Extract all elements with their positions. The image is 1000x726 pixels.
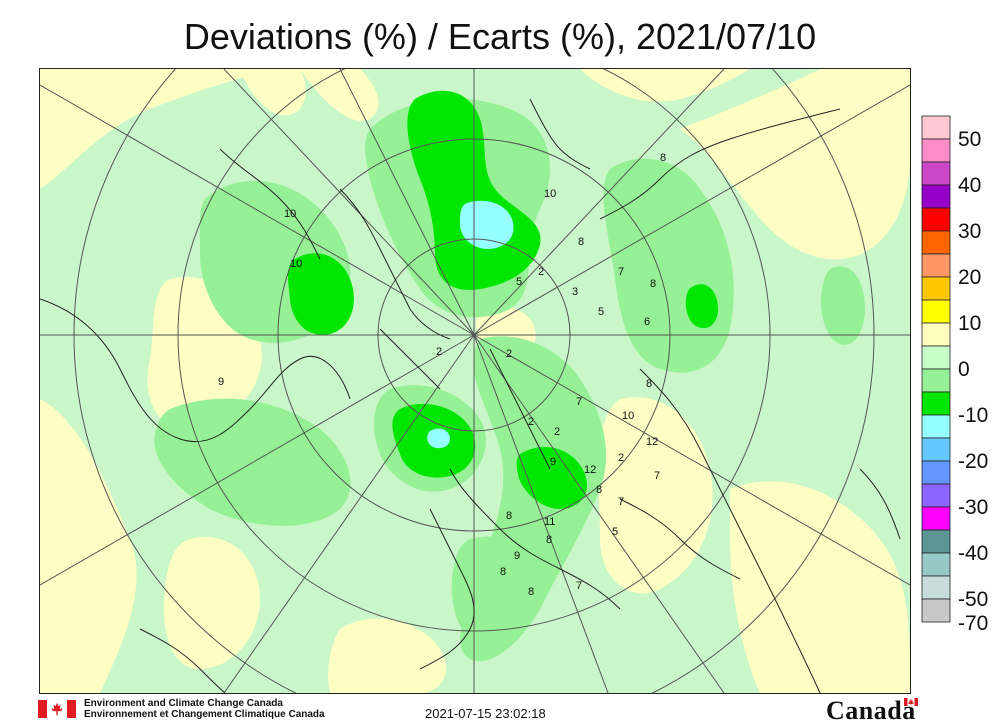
- legend-label: -40: [958, 542, 988, 565]
- contour-label: 8: [596, 484, 602, 496]
- contour-label: 7: [654, 470, 660, 482]
- legend-swatch: [921, 460, 951, 485]
- legend-swatch: [921, 161, 951, 186]
- legend-label: -70: [958, 612, 988, 635]
- contour-label: 11: [544, 516, 555, 528]
- contour-label: 10: [544, 188, 556, 200]
- contour-label: 2: [538, 266, 544, 278]
- legend-canvas: 50 40 30 20 10 0 -10 -20 -30 -40 -50-70: [921, 115, 988, 635]
- legend-swatch: [921, 368, 951, 393]
- contour-label: 2: [618, 452, 624, 464]
- legend-swatch: [921, 138, 951, 163]
- legend-label: -20: [958, 450, 988, 473]
- legend-swatch: [921, 184, 951, 209]
- legend-swatch: [921, 322, 951, 347]
- polar-map: 10 10 8 10 5 2 3 8 8 5 7 2 6 2 8 9 7 2 2…: [39, 68, 911, 694]
- contour-labels: 10 10 8 10 5 2 3 8 8 5 7 2 6 2 8 9 7 2 2…: [218, 152, 666, 598]
- legend-swatch: [921, 598, 951, 623]
- coastlines: [40, 98, 901, 693]
- legend-swatch: [921, 552, 951, 577]
- extreme-deficit-zones: [427, 200, 514, 449]
- meridian-lines: [40, 69, 910, 693]
- contour-label: 12: [584, 464, 596, 476]
- legend-swatch: [921, 529, 951, 554]
- contour-label: 10: [290, 258, 302, 270]
- contour-label: 3: [572, 286, 578, 298]
- contour-label: 5: [612, 526, 618, 538]
- legend-label: 20: [958, 266, 981, 289]
- color-scale-legend: 50 40 30 20 10 0 -10 -20 -30 -40 -50 -70: [921, 115, 1000, 654]
- contour-label: 7: [576, 396, 582, 408]
- legend-label: 30: [958, 220, 981, 243]
- legend-swatch: [921, 299, 951, 324]
- legend-swatch: [921, 207, 951, 232]
- agency-name-fr: Environnement et Changement Climatique C…: [84, 709, 325, 720]
- contour-label: 2: [506, 348, 512, 360]
- legend-swatch: [921, 414, 951, 439]
- polar-map-canvas: 10 10 8 10 5 2 3 8 8 5 7 2 6 2 8 9 7 2 2…: [40, 69, 910, 693]
- legend-label: 0: [958, 358, 970, 381]
- legend-swatch: [921, 575, 951, 600]
- wordmark-flag-icon: [903, 698, 918, 706]
- agency-name-en: Environment and Climate Change Canada: [84, 698, 283, 709]
- legend-label: -10: [958, 404, 988, 427]
- legend-swatch: [921, 230, 951, 255]
- contour-label: 2: [554, 426, 560, 438]
- contour-label: 9: [550, 456, 556, 468]
- contour-label: 7: [618, 496, 624, 508]
- contour-label: 8: [500, 566, 506, 578]
- map-title: Deviations (%) / Ecarts (%), 2021/07/10: [183, 16, 817, 57]
- contour-label: 5: [598, 306, 604, 318]
- contour-label: 2: [436, 346, 442, 358]
- legend-swatch: [921, 115, 951, 140]
- legend-swatch: [921, 483, 951, 508]
- contour-label: 8: [528, 586, 534, 598]
- legend-swatch: [921, 437, 951, 462]
- legend-label: 10: [958, 312, 981, 335]
- legend-swatch: [921, 391, 951, 416]
- legend-swatch: [921, 345, 951, 370]
- contour-label: 6: [644, 316, 650, 328]
- contour-label: 10: [622, 410, 634, 422]
- contour-label: 5: [516, 276, 522, 288]
- contour-label: 7: [576, 580, 582, 592]
- canada-wordmark-text: Canada: [826, 696, 916, 725]
- contour-label: 7: [618, 266, 624, 278]
- contour-label: 8: [546, 534, 552, 546]
- legend-label: 40: [958, 174, 981, 197]
- contour-label: 8: [578, 236, 584, 248]
- contour-label: 8: [646, 378, 652, 390]
- legend-label: -50: [958, 588, 988, 611]
- legend-swatch: [921, 276, 951, 301]
- contour-label: 10: [284, 208, 296, 220]
- contour-label: 2: [528, 416, 534, 428]
- contour-label: 8: [506, 510, 512, 522]
- canada-flag-icon: [38, 700, 76, 718]
- contour-label: 9: [218, 376, 224, 388]
- contour-label: 8: [660, 152, 666, 164]
- generation-timestamp: 2021-07-15 23:02:18: [425, 706, 546, 721]
- contour-label: 9: [514, 550, 520, 562]
- legend-label: 50: [958, 128, 981, 151]
- contour-label: 8: [650, 278, 656, 290]
- legend-swatch: [921, 506, 951, 531]
- contour-label: 12: [646, 436, 658, 448]
- canada-wordmark: Canada: [826, 696, 918, 726]
- legend-swatch: [921, 253, 951, 278]
- legend-label: -30: [958, 496, 988, 519]
